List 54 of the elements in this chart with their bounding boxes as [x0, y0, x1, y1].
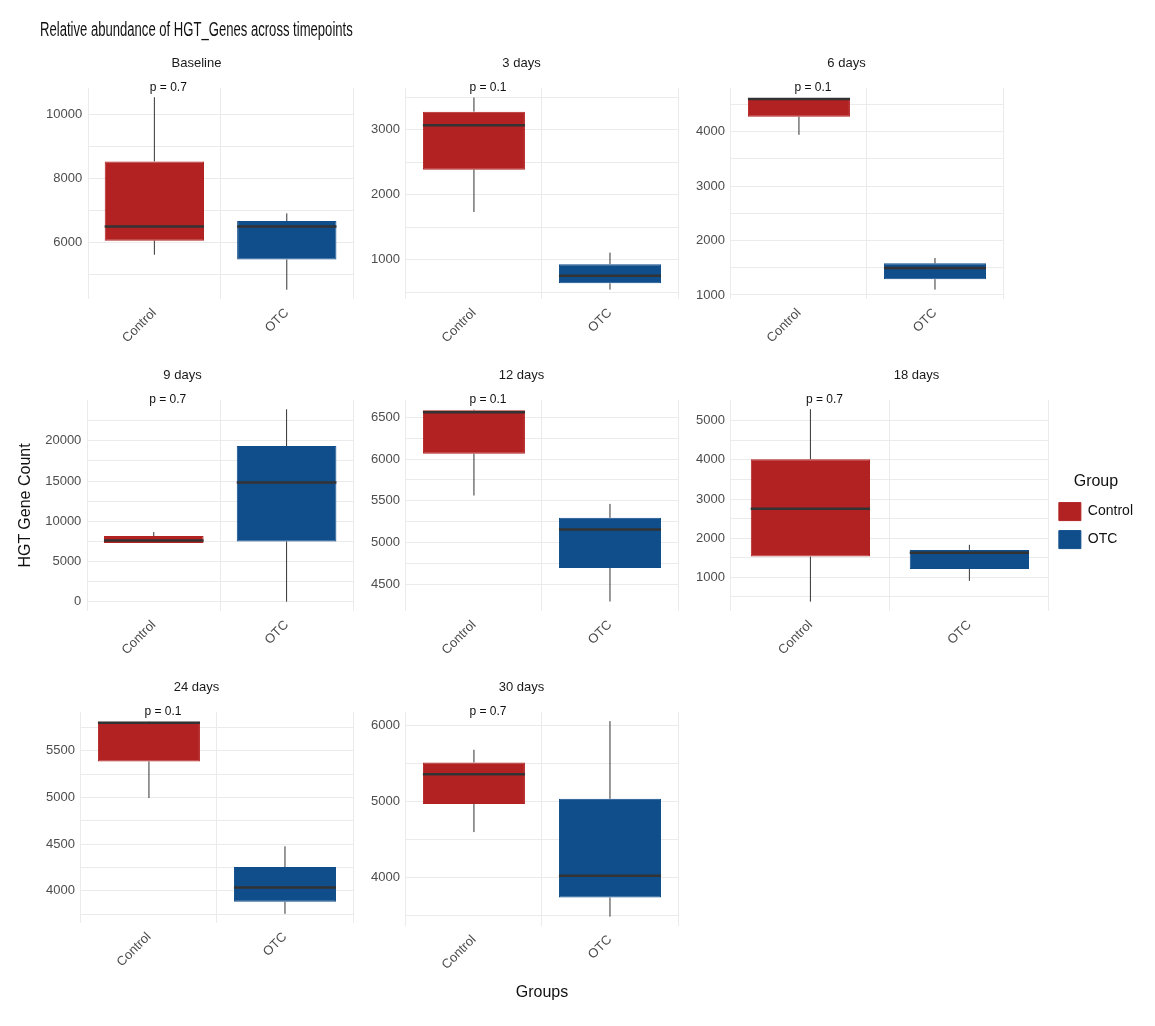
y-tick-label: 2000 [696, 232, 725, 248]
y-tick-label: 5000 [371, 792, 400, 808]
y-tick-label: 5500 [46, 742, 75, 758]
y-tick-label: 4500 [46, 835, 75, 851]
y-tick-label: 4000 [696, 123, 725, 139]
annotation: p = 0.7 [469, 703, 507, 718]
chart-subtitle: 12 days [498, 367, 545, 383]
y-tick-label: 6500 [371, 408, 400, 424]
chart-subtitle: 24 days [173, 679, 220, 695]
annotation: p = 0.1 [469, 391, 507, 406]
chart-subtitle: Baseline [171, 55, 222, 71]
chart-subtitle: 3 days [502, 55, 542, 71]
y-tick-label: 0 [74, 593, 82, 609]
y-tick-label: 5000 [46, 788, 75, 804]
chart-subtitle: 30 days [498, 679, 545, 695]
y-tick-label: 20000 [45, 432, 82, 448]
y-tick-label: 3000 [371, 121, 400, 137]
annotation: p = 0.1 [794, 79, 832, 94]
chart-title: Relative abundance of HGT_Genes across timepoints [40, 17, 353, 41]
y-tick-label: 5000 [371, 534, 400, 550]
x-axis-title: Groups [515, 982, 569, 1000]
y-tick-label: 6000 [371, 450, 400, 466]
annotation: p = 0.7 [149, 79, 188, 94]
y-tick-label: 1000 [696, 286, 725, 302]
y-tick-label: 4500 [371, 576, 400, 592]
annotation: p = 0.1 [469, 79, 507, 94]
y-tick-label: 10000 [45, 512, 82, 528]
chart-subtitle: 6 days [827, 55, 867, 71]
y-tick-label: 4000 [696, 451, 725, 467]
legend-label: Control [1087, 502, 1134, 519]
y-tick-label: 6000 [53, 234, 83, 250]
legend-label: OTC [1087, 530, 1118, 547]
annotation: p = 0.1 [144, 703, 182, 718]
y-tick-label: 10000 [45, 105, 83, 121]
y-tick-label: 6000 [371, 716, 400, 732]
y-tick-label: 1000 [371, 251, 400, 267]
y-tick-label: 5000 [696, 412, 725, 428]
y-tick-label: 3000 [696, 490, 725, 506]
y-tick-label: 2000 [371, 186, 400, 202]
legend-title: Group [1073, 471, 1119, 489]
y-axis-title: HGT Gene Count [16, 442, 34, 568]
y-tick-label: 2000 [696, 529, 725, 545]
chart-subtitle: 9 days [163, 367, 203, 383]
y-tick-label: 5000 [52, 553, 82, 569]
annotation: p = 0.7 [149, 391, 187, 406]
chart-subtitle: 18 days [893, 367, 940, 383]
y-tick-label: 1000 [696, 568, 725, 584]
y-tick-label: 3000 [696, 177, 725, 193]
y-tick-label: 4000 [46, 882, 75, 898]
y-tick-label: 15000 [45, 472, 82, 488]
y-tick-label: 4000 [371, 869, 400, 885]
annotation: p = 0.7 [805, 391, 844, 406]
y-tick-label: 5500 [371, 492, 400, 508]
y-tick-label: 8000 [53, 169, 83, 185]
